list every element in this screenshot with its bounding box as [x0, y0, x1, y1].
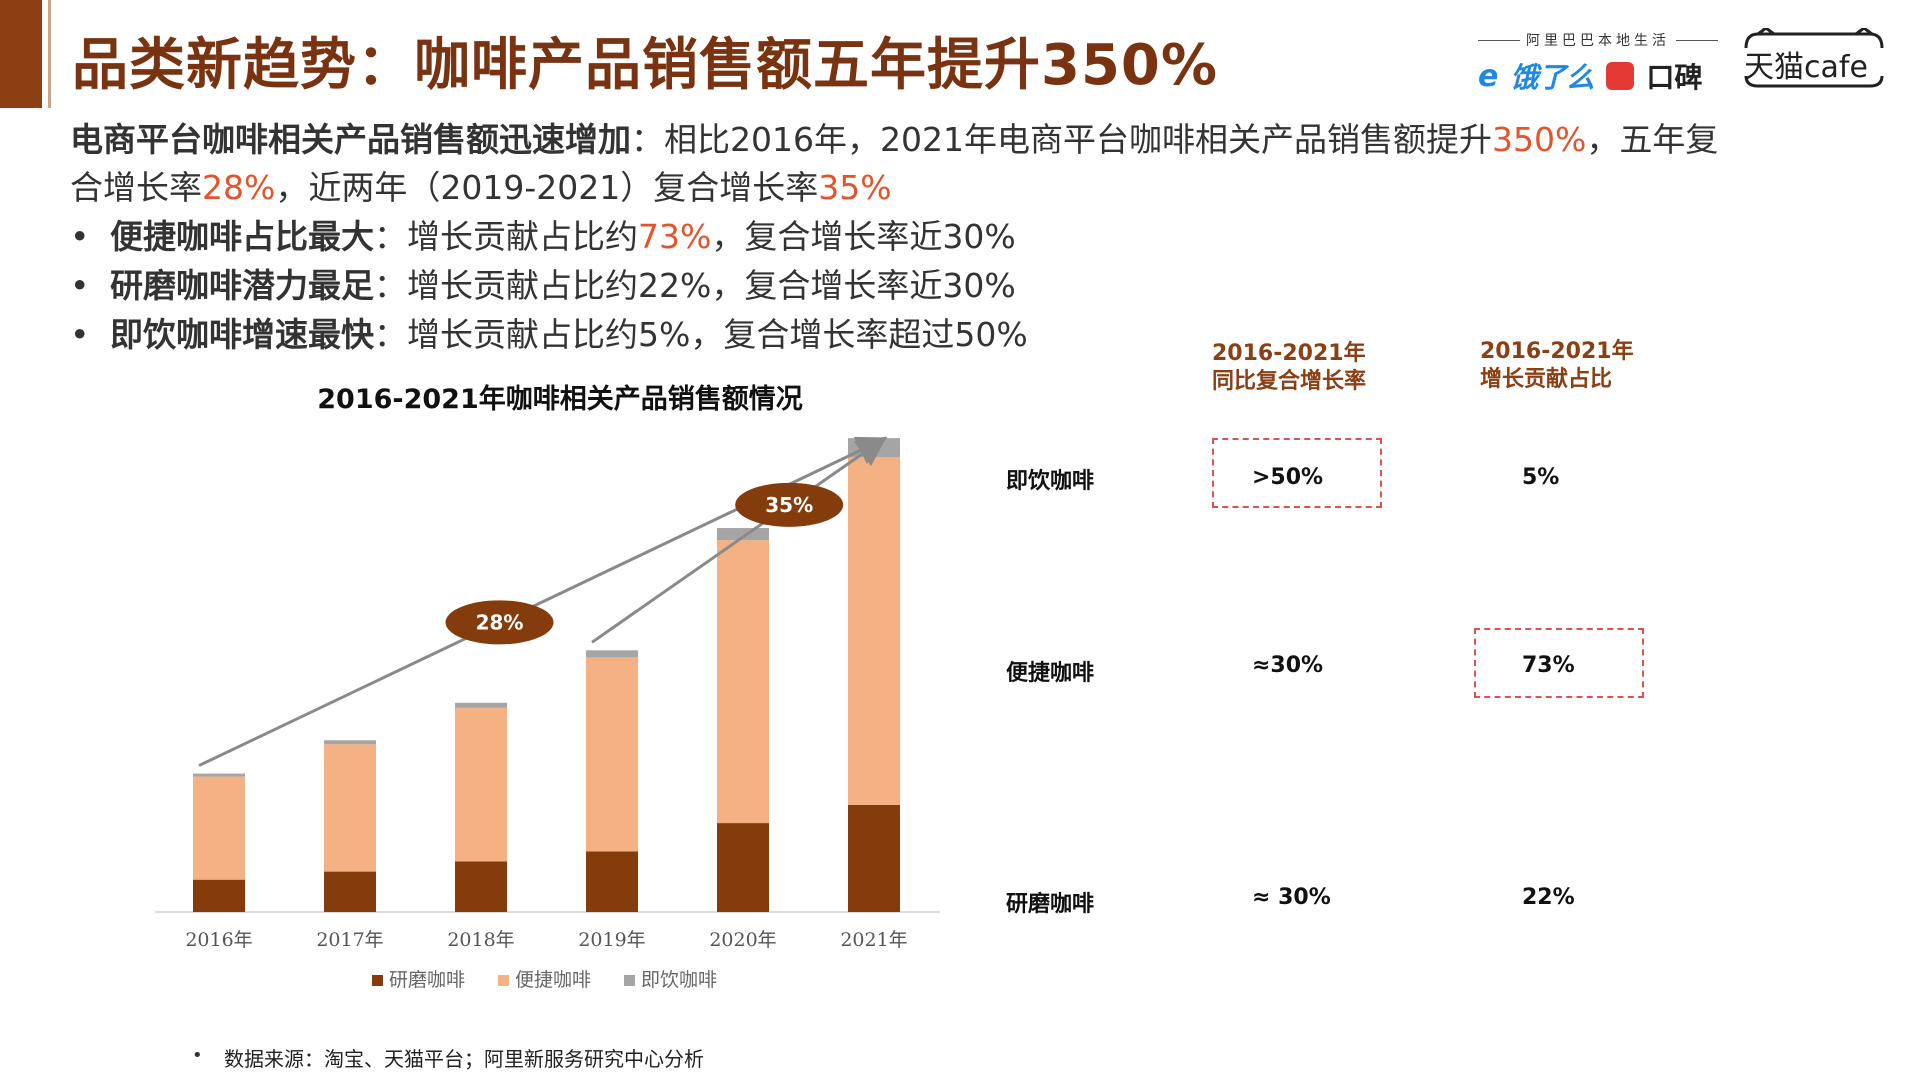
cagr-badge-label: 28%	[476, 610, 524, 634]
bullet-dot-icon: •	[70, 266, 90, 305]
bar-研磨咖啡-2020年	[717, 823, 769, 912]
bullet-item: • 研磨咖啡潜力最足：增长贡献占比约22%，复合增长率近30%	[70, 259, 1016, 307]
bar-便捷咖啡-2021年	[848, 457, 900, 805]
bar-研磨咖啡-2021年	[848, 804, 900, 912]
intro-line2-a: 合增长率	[70, 168, 202, 207]
bullet-bold: 即饮咖啡增速最快	[110, 315, 374, 354]
bullet-item: • 即饮咖啡增速最快：增长贡献占比约5%，复合增长率超过50%	[70, 308, 1028, 356]
legend-swatch	[624, 975, 635, 986]
table-row-label: 研磨咖啡	[1006, 892, 1095, 917]
bar-即饮咖啡-2016年	[193, 773, 245, 777]
col-head-share-line2: 增长贡献占比	[1480, 367, 1613, 392]
bullet-highlight: 73%	[638, 217, 712, 256]
source-bullet-icon: •	[192, 1045, 203, 1066]
intro-bold: 电商平台咖啡相关产品销售额迅速增加	[70, 120, 631, 159]
x-tick-label: 2016年	[185, 929, 252, 951]
bar-即饮咖啡-2017年	[324, 740, 376, 745]
bar-即饮咖啡-2020年	[717, 528, 769, 541]
title-accent-line	[48, 0, 51, 108]
x-tick-label: 2018年	[447, 929, 514, 951]
tmall-cat-icon	[1744, 26, 1884, 88]
legend-swatch	[498, 975, 509, 986]
legend-label: 便捷咖啡	[515, 969, 591, 991]
intro-line-2: 合增长率28%，近两年（2019-2021）复合增长率35%	[70, 161, 892, 209]
bar-便捷咖啡-2019年	[586, 657, 638, 852]
alibaba-tagline: 阿里巴巴本地生活	[1526, 33, 1670, 49]
bar-研磨咖啡-2016年	[193, 879, 245, 912]
legend-label: 研磨咖啡	[389, 969, 465, 991]
table-row-label: 即饮咖啡	[1006, 469, 1095, 494]
bullet-item: • 便捷咖啡占比最大：增长贡献占比约73%，复合增长率近30%	[70, 210, 1016, 258]
chart-title: 2016-2021年咖啡相关产品销售额情况	[317, 383, 803, 415]
bar-即饮咖啡-2021年	[848, 438, 900, 458]
alibaba-local-logo: 阿里巴巴本地生活 e 饿了么 口碑	[1478, 30, 1718, 96]
bar-即饮咖啡-2019年	[586, 650, 638, 658]
bullet-dot-icon: •	[70, 217, 90, 256]
bar-便捷咖啡-2018年	[455, 707, 507, 862]
eleme-logo-icon: e	[1478, 58, 1499, 94]
highlight-box	[1474, 628, 1644, 698]
bullet-text: ：增长贡献占比约5%，复合增长率超过50%	[374, 315, 1028, 354]
bullet-dot-icon: •	[70, 315, 90, 354]
intro-line1-highlight: 350%	[1491, 120, 1587, 159]
intro-line2-highlight-1: 28%	[202, 168, 276, 207]
bullet-bold: 研磨咖啡潜力最足	[110, 266, 374, 305]
koubei-logo: 口碑	[1646, 61, 1703, 94]
table-col-head-cagr: 2016-2021年 同比复合增长率	[1212, 340, 1366, 396]
cagr-badge-label: 35%	[765, 493, 813, 517]
intro-line2-b: ，近两年（2019-2021）复合增长率	[275, 168, 819, 207]
bullet-text: ：增长贡献占比约	[374, 217, 638, 256]
col-head-share-line1: 2016-2021年	[1480, 339, 1634, 364]
table-cell-cagr: ≈30%	[1252, 653, 1324, 678]
table-row-label: 便捷咖啡	[1006, 661, 1095, 686]
bullet-text: ：增长贡献占比约22%，复合增长率近30%	[374, 266, 1016, 305]
tmall-cafe-logo: 天猫cafe	[1740, 26, 1890, 90]
col-head-cagr-line1: 2016-2021年	[1212, 341, 1366, 366]
bar-便捷咖啡-2016年	[193, 776, 245, 880]
tmall-cafe-text: 天猫cafe	[1744, 50, 1868, 85]
x-tick-label: 2019年	[578, 929, 645, 951]
intro-line2-highlight-2: 35%	[818, 168, 892, 207]
intro-line-1: 电商平台咖啡相关产品销售额迅速增加：相比2016年，2021年电商平台咖啡相关产…	[70, 113, 1718, 161]
koubei-logo-icon	[1606, 62, 1635, 90]
bar-研磨咖啡-2019年	[586, 851, 638, 912]
trend-arrow	[591, 436, 887, 644]
x-tick-label: 2021年	[840, 929, 907, 951]
table-cell-share: 22%	[1522, 885, 1575, 910]
highlight-box	[1212, 438, 1382, 508]
table-col-head-share: 2016-2021年 增长贡献占比	[1480, 338, 1634, 394]
cagr-badge	[735, 482, 844, 527]
x-tick-label: 2017年	[316, 929, 383, 951]
bar-研磨咖啡-2017年	[324, 871, 376, 912]
bar-研磨咖啡-2018年	[455, 861, 507, 912]
page-title: 品类新趋势：咖啡产品销售额五年提升350%	[72, 33, 1219, 98]
bar-便捷咖啡-2020年	[717, 540, 769, 824]
table-cell-share: 73%	[1522, 653, 1575, 678]
table-cell-share: 5%	[1522, 465, 1560, 490]
bar-即饮咖啡-2018年	[455, 702, 507, 708]
sales-stacked-bar-chart: 2016-2021年咖啡相关产品销售额情况 28% 35% 2016年 2017年 2…	[155, 383, 940, 991]
cagr-badge	[445, 600, 554, 645]
table-cell-cagr: ≈ 30%	[1252, 885, 1331, 910]
bullet-text-tail: ，复合增长率近30%	[711, 217, 1016, 256]
intro-line1-text: ：相比2016年，2021年电商平台咖啡相关产品销售额提升	[631, 120, 1492, 159]
title-accent-bar	[0, 0, 42, 108]
bar-便捷咖啡-2017年	[324, 744, 376, 872]
eleme-logo: 饿了么	[1510, 61, 1595, 94]
table-cell-cagr: >50%	[1252, 465, 1324, 490]
bullet-bold: 便捷咖啡占比最大	[110, 217, 374, 256]
legend-label: 即饮咖啡	[641, 969, 717, 991]
x-tick-label: 2020年	[709, 929, 776, 951]
legend-swatch	[372, 975, 383, 986]
col-head-cagr-line2: 同比复合增长率	[1212, 369, 1367, 394]
intro-line1-tail: ，五年复	[1586, 120, 1719, 159]
source-note: 数据来源：淘宝、天猫平台；阿里新服务研究中心分析	[224, 1047, 704, 1071]
